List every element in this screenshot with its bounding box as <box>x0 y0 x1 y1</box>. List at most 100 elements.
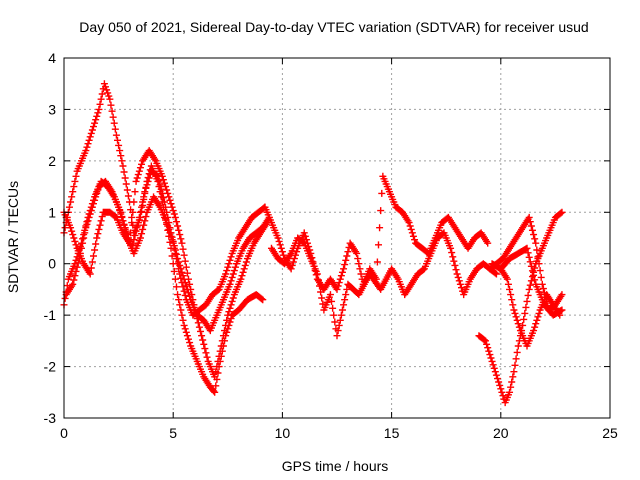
data-point <box>507 291 515 299</box>
data-point <box>131 231 139 239</box>
data-point <box>186 292 194 300</box>
data-point <box>89 123 97 131</box>
data-point <box>153 171 161 179</box>
data-point <box>61 294 69 302</box>
data-point <box>159 176 167 184</box>
data-point <box>490 364 498 372</box>
data-point <box>226 304 234 312</box>
data-point <box>168 203 176 211</box>
data-point <box>411 236 419 244</box>
data-point <box>92 116 100 124</box>
data-point <box>337 272 345 280</box>
data-point <box>337 311 345 319</box>
x-tick-label: 5 <box>169 425 177 441</box>
data-point <box>503 275 511 283</box>
data-point <box>238 272 246 280</box>
data-point <box>203 353 211 361</box>
data-point <box>509 373 517 381</box>
data-point <box>160 179 168 187</box>
data-point <box>378 189 386 197</box>
data-point <box>184 335 192 343</box>
data-point <box>535 309 543 317</box>
data-point <box>515 323 523 331</box>
data-point <box>227 301 235 309</box>
data-point <box>82 222 90 230</box>
data-point <box>530 271 538 279</box>
data-point <box>167 200 175 208</box>
data-point <box>87 203 95 211</box>
data-point <box>164 222 172 230</box>
data-point <box>167 232 175 240</box>
data-point <box>278 248 286 256</box>
data-point <box>374 241 382 249</box>
data-point <box>495 378 503 386</box>
data-point <box>130 198 138 206</box>
data-point <box>174 260 182 268</box>
data-point <box>92 240 100 248</box>
data-point <box>532 320 540 328</box>
data-point <box>333 332 341 340</box>
data-point <box>182 263 190 271</box>
data-point <box>354 255 362 263</box>
data-point <box>81 226 89 234</box>
data-point <box>170 244 178 252</box>
x-tick-label: 0 <box>60 425 68 441</box>
data-point <box>71 260 79 268</box>
data-point <box>91 119 99 127</box>
data-point <box>228 273 236 281</box>
data-point <box>194 319 202 327</box>
data-point <box>344 248 352 256</box>
data-point <box>76 243 84 251</box>
data-point <box>276 241 284 249</box>
data-point <box>114 136 122 144</box>
data-point <box>180 251 188 259</box>
data-point <box>447 244 455 252</box>
data-point <box>84 213 92 221</box>
data-point <box>231 263 239 271</box>
data-point <box>483 340 491 348</box>
data-point <box>215 352 223 360</box>
data-point <box>108 107 116 115</box>
data-point <box>277 244 285 252</box>
data-point <box>65 203 73 211</box>
data-point <box>341 296 349 304</box>
data-point <box>457 284 465 292</box>
data-point <box>140 221 148 229</box>
data-point <box>343 252 351 260</box>
data-point <box>453 270 461 278</box>
data-point <box>176 301 184 309</box>
data-point <box>357 270 365 278</box>
data-point <box>171 275 179 283</box>
data-point <box>115 141 123 149</box>
data-point <box>109 113 117 121</box>
data-point <box>338 268 346 276</box>
data-point <box>491 269 499 277</box>
data-point <box>222 270 230 278</box>
data-point <box>118 213 126 221</box>
data-point <box>377 207 385 215</box>
data-point <box>531 323 539 331</box>
data-point <box>134 219 142 227</box>
data-point <box>331 318 339 326</box>
data-point <box>484 344 492 352</box>
data-point <box>211 373 219 381</box>
data-point <box>133 174 141 182</box>
data-point <box>179 245 187 253</box>
data-point <box>376 224 384 232</box>
data-point <box>355 260 363 268</box>
data-point <box>290 255 298 263</box>
data-point <box>221 327 229 335</box>
data-point <box>156 181 164 189</box>
data-point <box>526 258 534 266</box>
data-point <box>124 192 132 200</box>
data-point <box>486 351 494 359</box>
data-point <box>142 184 150 192</box>
x-tick-label: 20 <box>493 425 509 441</box>
data-point <box>128 219 136 227</box>
data-point <box>328 297 336 305</box>
data-point <box>513 316 521 324</box>
data-point <box>121 225 129 233</box>
data-point <box>224 311 232 319</box>
data-point <box>512 313 520 321</box>
data-point <box>83 143 91 151</box>
